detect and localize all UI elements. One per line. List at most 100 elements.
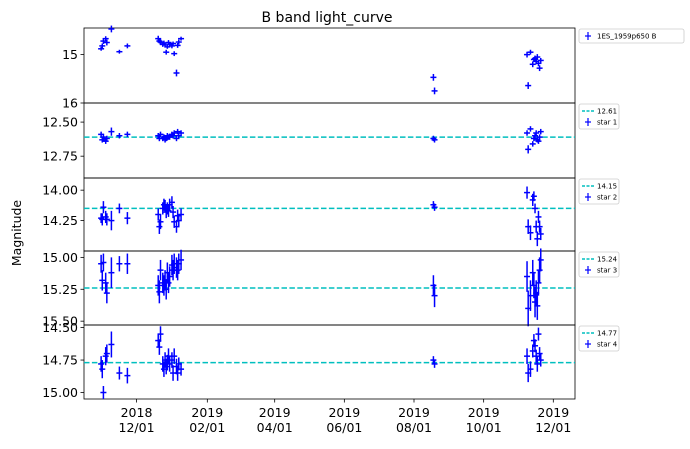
panel-star-4: 14.50 14.75 15.00 — [42, 320, 576, 400]
data-point — [537, 128, 544, 135]
data-point — [431, 137, 438, 143]
data-point — [529, 141, 536, 147]
data-point — [98, 213, 105, 224]
data-point — [529, 259, 536, 286]
data-point — [160, 198, 167, 211]
data-point — [157, 214, 164, 230]
data-point — [534, 291, 541, 320]
data-point — [102, 210, 109, 224]
data-point — [124, 367, 131, 384]
y-tick-label: 14.75 — [42, 353, 78, 368]
data-point — [524, 51, 531, 58]
data-point — [175, 39, 182, 45]
data-point — [108, 257, 115, 288]
data-point — [124, 43, 131, 49]
legend-label: star 1 — [597, 119, 617, 127]
panel-star-2: 14.00 14.25 — [42, 177, 576, 252]
data-point — [116, 49, 123, 54]
data-point — [103, 282, 110, 304]
data-point — [170, 205, 177, 219]
data-point — [102, 138, 109, 144]
panel-frame — [83, 102, 576, 179]
data-point — [99, 43, 106, 49]
data-point — [533, 130, 540, 136]
panel-star-1: 12.50 12.75 — [42, 102, 576, 179]
legend-star-3: 15.24 star 3 — [578, 251, 620, 278]
data-point — [530, 334, 537, 348]
y-tick-label: 12.50 — [42, 115, 78, 130]
y-tick-label: 14.00 — [42, 183, 78, 198]
data-point — [530, 135, 537, 142]
data-point — [99, 360, 106, 379]
panels-group: 151612.5012.7514.0014.2515.0015.2515.501… — [42, 25, 576, 400]
data-point — [174, 365, 181, 381]
data-point — [171, 348, 178, 364]
data-point — [102, 272, 109, 294]
data-point — [108, 127, 115, 136]
data-point — [174, 43, 181, 48]
x-tick-label-date: 06/01 — [326, 420, 362, 435]
data-point — [173, 69, 180, 77]
x-tick-label-date: 08/01 — [396, 420, 432, 435]
data-point — [527, 280, 534, 311]
y-tick-label: 15 — [62, 47, 78, 62]
data-point — [103, 39, 110, 46]
data-point — [157, 259, 164, 281]
data-point — [170, 133, 177, 139]
legend-star-4: 14.77 star 4 — [578, 325, 620, 352]
data-point — [535, 60, 542, 67]
data-point — [178, 36, 185, 41]
y-tick-label: 15.50 — [42, 314, 78, 329]
x-tick-label-date: 10/01 — [466, 420, 502, 435]
legend-label: 14.77 — [597, 330, 617, 338]
data-point — [532, 339, 539, 353]
x-tick-label-year: 2019 — [259, 405, 291, 420]
x-tick-label-year: 2019 — [328, 405, 360, 420]
x-tick-label-year: 2019 — [468, 405, 500, 420]
data-point — [536, 134, 543, 140]
legend-frame — [578, 28, 685, 44]
data-point — [524, 261, 531, 292]
data-point — [163, 49, 170, 55]
data-point — [166, 266, 173, 287]
data-point — [535, 327, 542, 341]
legends-group: 1ES_1959p650 B 12.61 star 1 14.15 star 2 15.2… — [578, 28, 685, 352]
data-point — [536, 347, 543, 361]
data-point — [178, 208, 185, 221]
data-point — [165, 348, 172, 364]
data-point — [171, 130, 178, 136]
data-point — [532, 133, 539, 139]
data-point — [537, 58, 544, 63]
data-point — [430, 275, 437, 296]
data-point — [527, 49, 534, 55]
y-tick-label: 14.50 — [42, 320, 78, 335]
data-point — [102, 36, 109, 42]
data-point — [527, 361, 534, 377]
data-point — [174, 209, 181, 222]
data-point — [124, 212, 131, 225]
data-point — [103, 213, 110, 226]
legend-label: star 4 — [597, 341, 618, 349]
x-tick-label-year: 2019 — [191, 405, 223, 420]
y-tick-label: 12.75 — [42, 149, 78, 164]
chart-title: B band light_curve — [262, 10, 393, 26]
x-tick-label-date: 04/01 — [257, 420, 293, 435]
data-point — [116, 256, 123, 272]
x-tick-label-date: 02/01 — [189, 420, 225, 435]
data-point — [116, 133, 123, 139]
data-point — [431, 203, 438, 211]
x-tick-label-date: 12/01 — [535, 420, 571, 435]
data-point — [174, 128, 181, 135]
legend-label: star 2 — [597, 194, 617, 202]
data-point — [534, 231, 541, 247]
data-point — [430, 356, 437, 364]
data-point — [124, 131, 131, 138]
y-axis-label: Magnitude — [9, 200, 24, 267]
data-point — [157, 326, 164, 342]
data-point — [431, 284, 438, 308]
panel-star-3: 15.00 15.25 15.50 — [42, 248, 576, 329]
data-point — [99, 137, 106, 143]
data-point — [533, 349, 540, 363]
